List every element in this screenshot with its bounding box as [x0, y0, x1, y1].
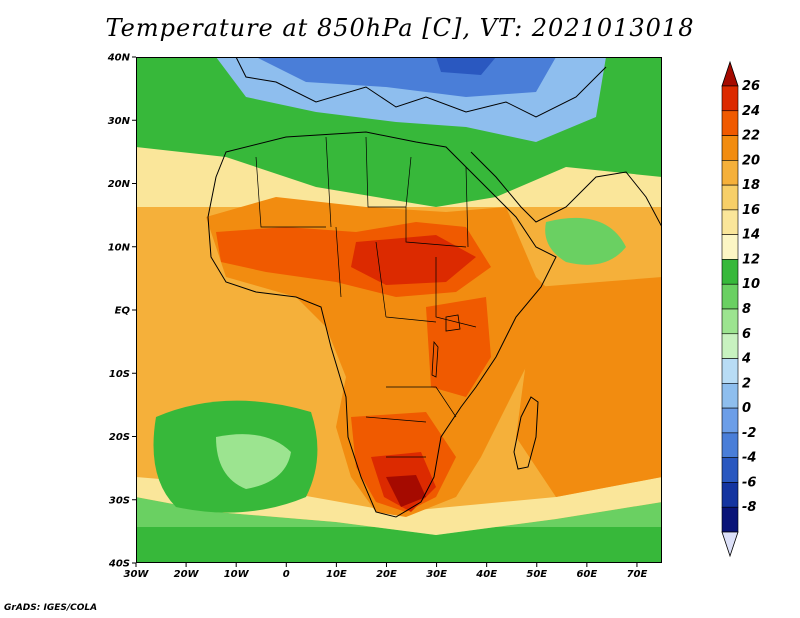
lat-tick-label: 20S: [109, 432, 130, 443]
lon-tick-label: 50E: [526, 569, 547, 580]
lat-tick-label: 20N: [108, 179, 131, 190]
lon-tick-label: 20E: [376, 569, 397, 580]
colorbar-segment: [721, 259, 739, 285]
lat-tick-label: 30N: [108, 116, 131, 127]
europe-cold-spot: [436, 57, 496, 75]
kalahari-extreme-core: [386, 475, 426, 507]
colorbar-segment: [721, 85, 739, 112]
latitude-ticks: 40N 30N 20N 10N EQ 10S 20S 30S 40S: [107, 53, 136, 570]
lat-tick-label: 10N: [108, 242, 131, 253]
colorbar-label: 14: [742, 228, 760, 243]
country-borders: [255, 136, 477, 458]
lon-tick-label: 30W: [124, 569, 150, 580]
colorbar-label: 18: [742, 178, 760, 193]
colorbar-label: -4: [742, 451, 756, 466]
colorbar-segment: [721, 160, 739, 186]
colorbar-segment: [721, 358, 739, 384]
colorbar-label: 8: [742, 302, 751, 317]
map-frame: [136, 57, 662, 563]
southern-ocean-gradient: [136, 497, 662, 535]
colorbar-segment: [721, 482, 739, 508]
colorbar-segment: [721, 184, 739, 211]
colorbar-label: 16: [742, 203, 760, 218]
lon-tick-label: 70E: [627, 569, 648, 580]
lon-tick-label: 40E: [475, 569, 497, 580]
lat-tick-label: 40S: [108, 559, 130, 570]
lon-tick-label: 0: [283, 569, 290, 580]
arabia-cool: [545, 217, 626, 265]
lon-tick-label: 10W: [224, 569, 250, 580]
colorbar-segment: [721, 234, 739, 260]
colorbar-segment: [721, 308, 739, 335]
colorbar-segment: [721, 333, 739, 359]
colorbar-bottom-arrow: [721, 531, 739, 558]
colorbar-label: -6: [742, 475, 756, 490]
colorbar-segment: [721, 407, 739, 434]
credit-label: GrADS: IGES/COLA: [4, 603, 98, 613]
indian-ocean-warm: [516, 277, 662, 497]
madagascar-coastline: [513, 396, 539, 470]
colorbar-label: 2: [742, 376, 751, 391]
colorbar-segment: [721, 135, 739, 161]
colorbar-label: 0: [742, 401, 751, 416]
lon-tick-label: 10E: [326, 569, 347, 580]
colorbar-segment: [721, 383, 739, 409]
colorbar-label: 10: [742, 277, 760, 292]
colorbar-segment: [721, 283, 739, 310]
arabia-coastline: [470, 151, 662, 228]
colorbar-segment: [721, 209, 739, 235]
lat-tick-label: EQ: [115, 306, 131, 317]
lon-tick-label: 30E: [426, 569, 447, 580]
colorbar-segment: [721, 457, 739, 483]
africa-coastline: [207, 131, 557, 518]
colorbar-label: 20: [742, 153, 760, 168]
chart-title: Temperature at 850hPa [C], VT: 202101301…: [105, 14, 695, 42]
colorbar-top-arrow: [721, 60, 739, 87]
colorbar-label: 6: [742, 327, 751, 342]
colorbar-label: -8: [742, 500, 756, 515]
lat-tick-label: 30S: [109, 495, 130, 506]
colorbar-segment: [721, 110, 739, 136]
colorbar-label: 12: [742, 252, 760, 267]
europe-coastline: [235, 57, 607, 118]
colorbar-segment: [721, 432, 739, 458]
colorbar-label: -2: [742, 426, 756, 441]
lake-tanganyika: [431, 340, 439, 378]
great-lakes-hot: [426, 297, 491, 397]
lat-tick-label: 10S: [109, 369, 130, 380]
longitude-ticks: 30W 20W 10W 0 10E 20E 30E 40E 50E 60E 70E: [124, 563, 648, 580]
colorbar-segment: [721, 506, 739, 533]
lat-tick-label: 40N: [107, 53, 131, 64]
lon-tick-label: 20W: [174, 569, 200, 580]
south-atlantic-cool-core: [216, 434, 291, 489]
lon-tick-label: 60E: [576, 569, 597, 580]
sahel-hot-core: [351, 235, 476, 285]
lake-victoria: [445, 314, 461, 332]
colorbar-label: 26: [742, 79, 760, 94]
colorbar-label: 4: [741, 352, 751, 367]
colorbar-label: 24: [742, 104, 760, 119]
southern-ocean-band: [136, 527, 662, 563]
temperature-map: [136, 57, 662, 563]
colorbar-label: 22: [742, 129, 760, 144]
